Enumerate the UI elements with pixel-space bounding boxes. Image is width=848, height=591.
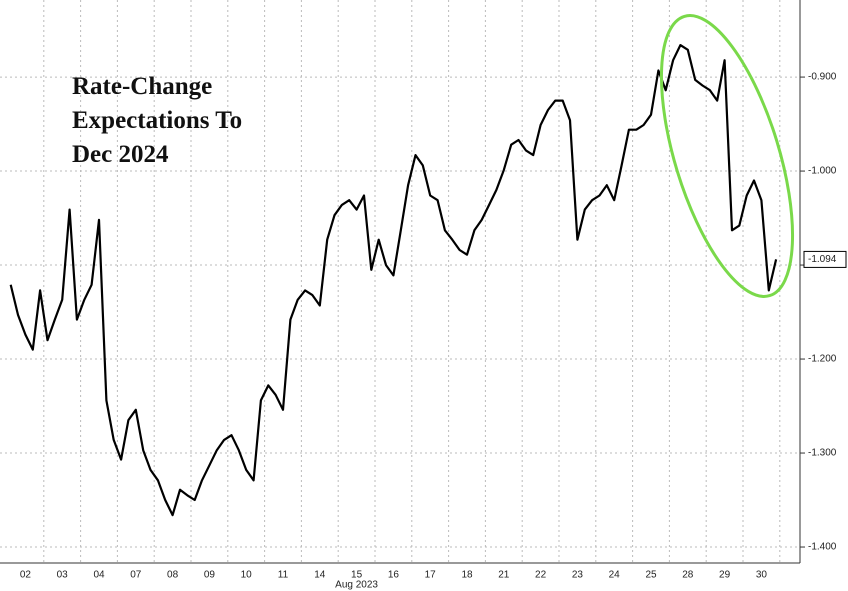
chart-title: Rate-Change Expectations To Dec 2024 (72, 73, 243, 168)
x-tick-label: 11 (278, 570, 289, 581)
x-axis-label: Aug 2023 (335, 580, 378, 591)
x-tick-label: 09 (204, 570, 216, 581)
y-tick-label: -1.300 (808, 448, 837, 459)
x-tick-label: 22 (535, 570, 547, 581)
x-tick-label: 17 (425, 570, 437, 581)
x-tick-label: 21 (498, 570, 510, 581)
x-tick-label: 14 (314, 570, 326, 581)
x-tick-label: 10 (241, 570, 253, 581)
last-value-box (803, 250, 847, 268)
x-tick-label: 23 (572, 570, 584, 581)
x-tick-label: 02 (20, 570, 32, 581)
last-value-label: -1.094 (808, 254, 837, 265)
x-tick-label: 03 (57, 570, 69, 581)
x-tick-label: 15 (351, 570, 363, 581)
x-tick-label: 30 (756, 570, 768, 581)
x-tick-label: 24 (609, 570, 621, 581)
x-tick-label: 07 (130, 570, 142, 581)
y-tick-label: -0.900 (808, 72, 837, 83)
x-tick-label: 16 (388, 570, 400, 581)
x-tick-label: 08 (167, 570, 179, 581)
line-series (9, 44, 778, 517)
y-tick-label: -1.000 (808, 166, 837, 177)
y-tick-label: -1.200 (808, 354, 837, 365)
x-tick-label: 04 (93, 570, 105, 581)
x-tick-label: 25 (645, 570, 657, 581)
x-tick-label: 29 (719, 570, 731, 581)
y-tick-label: -1.400 (808, 542, 837, 553)
highlight-ellipse (659, 14, 795, 298)
x-tick-label: 18 (461, 570, 473, 581)
x-tick-label: 28 (682, 570, 694, 581)
